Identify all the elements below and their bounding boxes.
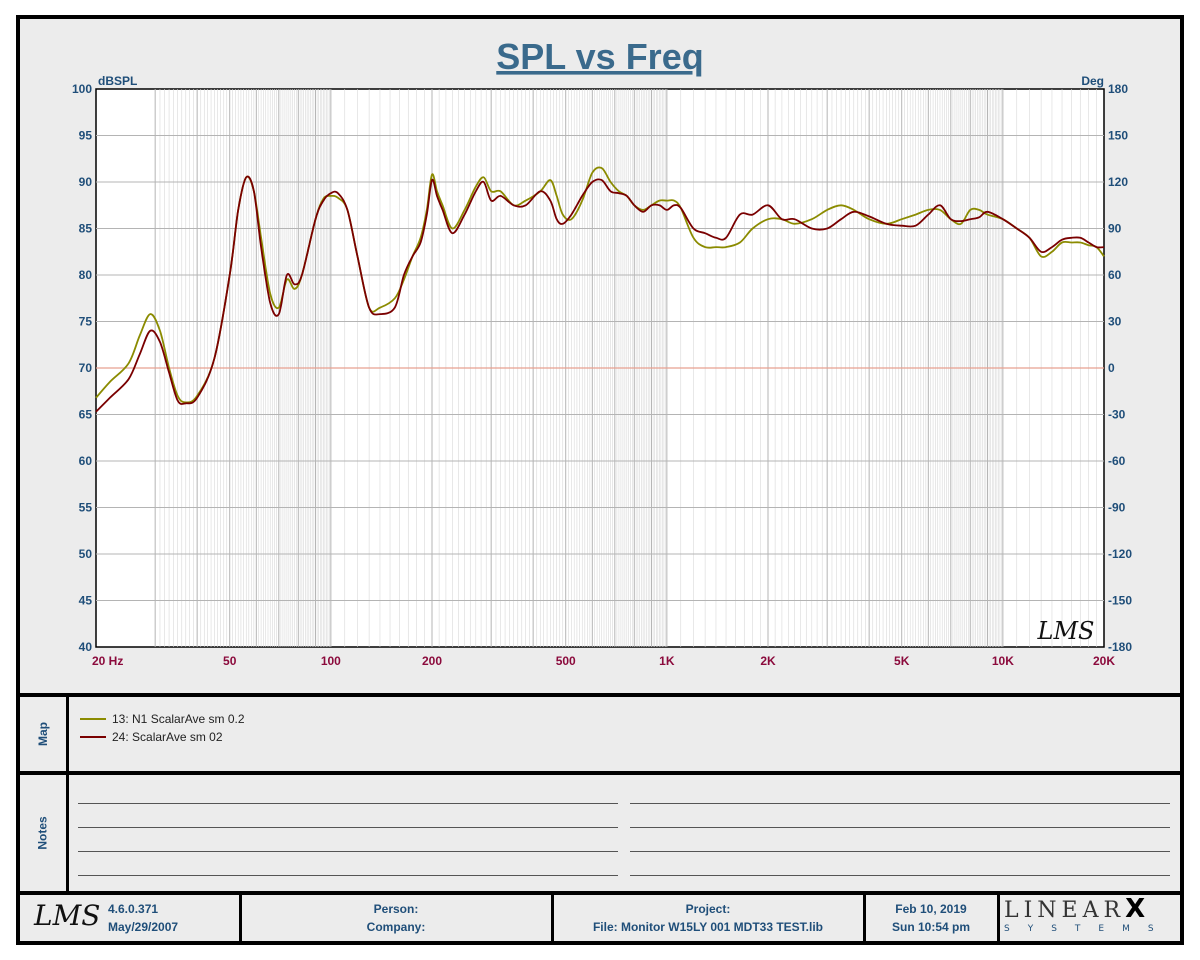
y-tick-label: 45	[79, 594, 93, 608]
y-tick-label: 100	[72, 82, 92, 96]
file-label: File: Monitor W15LY 001 MDT33 TEST.lib	[592, 920, 824, 934]
footer-divider	[239, 895, 242, 941]
y-tick-label: 85	[79, 222, 93, 236]
footer-date-cell: Feb 10, 2019 Sun 10:54 pm	[866, 895, 996, 941]
x-tick-label: 500	[556, 654, 576, 668]
y-axis-right-label: Deg	[1081, 74, 1104, 88]
notes-line[interactable]	[78, 803, 618, 804]
separator-map-notes	[20, 771, 1180, 775]
footer-divider	[997, 895, 1000, 941]
notes-line[interactable]	[78, 827, 618, 828]
map-section: Map 13: N1 ScalarAve sm 0.2 24: ScalarAv…	[20, 697, 1180, 771]
y-right-tick-label: -120	[1108, 547, 1132, 561]
y-right-tick-label: -180	[1108, 640, 1132, 654]
y-right-tick-label: 60	[1108, 268, 1122, 282]
y-tick-label: 65	[79, 408, 93, 422]
footer-project-cell: Project: File: Monitor W15LY 001 MDT33 T…	[554, 895, 862, 941]
legend-label: 13: N1 ScalarAve sm 0.2	[112, 712, 245, 726]
company-label: Company:	[366, 920, 426, 934]
y-right-tick-label: 90	[1108, 222, 1122, 236]
map-side-label: Map	[36, 722, 50, 746]
legend-item[interactable]: 24: ScalarAve sm 02	[80, 730, 223, 744]
y-right-tick-label: 150	[1108, 129, 1128, 143]
notes-line[interactable]	[630, 827, 1170, 828]
x-tick-label: 20 Hz	[92, 654, 123, 668]
x-tick-label: 2K	[760, 654, 776, 668]
legend-swatch	[80, 736, 106, 738]
report-frame: SPL vs Freq dBSPL Deg 100 95 90 85 80 75 70 65 6…	[16, 15, 1184, 945]
footer-divider	[863, 895, 866, 941]
legend-item[interactable]: 13: N1 ScalarAve sm 0.2	[80, 712, 245, 726]
brand-x: X	[1125, 894, 1146, 924]
footer-logo: LMS	[34, 899, 101, 932]
project-label: Project:	[685, 902, 731, 916]
x-tick-label: 1K	[659, 654, 675, 668]
y-tick-label: 40	[79, 640, 93, 654]
y-tick-label: 90	[79, 175, 93, 189]
separator-notes-footer	[20, 891, 1180, 895]
notes-line[interactable]	[78, 851, 618, 852]
person-label: Person:	[373, 902, 419, 916]
notes-line[interactable]	[630, 803, 1170, 804]
lms-watermark: LMS	[1037, 617, 1095, 645]
y-right-tick-label: 120	[1108, 175, 1128, 189]
notes-section: Notes	[20, 775, 1180, 891]
y-tick-label: 55	[79, 501, 93, 515]
notes-line[interactable]	[630, 875, 1170, 876]
series-line	[95, 175, 1105, 413]
y-right-tick-label: 180	[1108, 82, 1128, 96]
y-right-tick-label: 0	[1108, 361, 1115, 375]
x-tick-label: 20K	[1093, 654, 1115, 668]
y-axis-left-label: dBSPL	[98, 74, 137, 88]
separator-graph-map	[20, 693, 1180, 697]
x-tick-label: 100	[321, 654, 341, 668]
notes-line[interactable]	[630, 851, 1170, 852]
x-tick-label: 50	[223, 654, 237, 668]
time-text: Sun 10:54 pm	[891, 920, 971, 934]
footer-version-cell: 4.6.0.371 May/29/2007	[108, 895, 238, 941]
y-right-tick-label: -60	[1108, 454, 1126, 468]
brand-main: LINEAR	[1004, 898, 1126, 923]
x-tick-label: 10K	[992, 654, 1014, 668]
notes-divider	[66, 775, 69, 891]
brand-sub: SYSTEMS	[1004, 924, 1172, 934]
legend-label: 24: ScalarAve sm 02	[112, 730, 223, 744]
y-tick-label: 70	[79, 361, 93, 375]
series-layer	[95, 166, 1105, 413]
footer-divider	[551, 895, 554, 941]
footer: LMS 4.6.0.371 May/29/2007 Person: Compan…	[20, 895, 1180, 941]
chart-title: SPL vs Freq	[496, 36, 703, 77]
map-divider	[66, 697, 69, 771]
y-tick-label: 50	[79, 547, 93, 561]
legend-swatch	[80, 718, 106, 720]
y-tick-label: 75	[79, 315, 93, 329]
build-date-text: May/29/2007	[108, 920, 179, 934]
y-tick-label: 80	[79, 268, 93, 282]
y-right-tick-label: -150	[1108, 594, 1132, 608]
notes-side-label: Notes	[36, 816, 50, 850]
spl-chart: SPL vs Freq dBSPL Deg 100 95 90 85 80 75 70 65 6…	[72, 36, 1132, 668]
series-line	[95, 166, 1105, 404]
footer-person-cell: Person: Company:	[242, 895, 550, 941]
version-text: 4.6.0.371	[108, 902, 159, 916]
y-tick-label: 60	[79, 454, 93, 468]
x-tick-label: 200	[422, 654, 442, 668]
date-text: Feb 10, 2019	[895, 902, 967, 916]
y-right-tick-label: -90	[1108, 501, 1126, 515]
notes-line[interactable]	[78, 875, 618, 876]
y-right-tick-label: 30	[1108, 315, 1122, 329]
axis-labels: 100 95 90 85 80 75 70 65 60 55 50 45 40 180 150 120 90 60…	[72, 82, 1132, 668]
y-tick-label: 95	[79, 129, 93, 143]
y-right-tick-label: -30	[1108, 408, 1126, 422]
x-tick-label: 5K	[894, 654, 910, 668]
brand-logo: LINEARX SYSTEMS	[1004, 894, 1172, 939]
